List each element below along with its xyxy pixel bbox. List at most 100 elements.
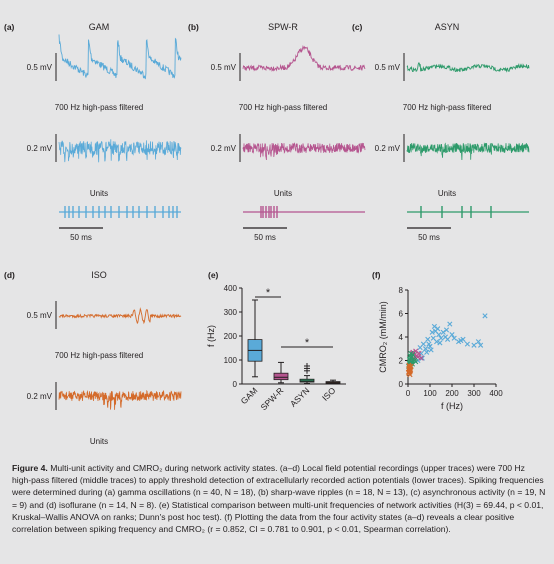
y-tick-label: 100	[224, 356, 238, 365]
y-tick-label: 300	[224, 308, 238, 317]
filtered-trace	[58, 139, 182, 163]
box	[273, 372, 289, 381]
lfp-trace	[58, 34, 182, 80]
category-label: SPW-R	[258, 385, 285, 412]
panel-title: ISO	[91, 270, 107, 280]
scatter-point	[423, 346, 429, 352]
filtered-trace	[406, 142, 530, 161]
sig-star-1: *	[266, 287, 271, 299]
box-spw-r: SPW-R	[258, 361, 289, 412]
filtered-trace	[58, 389, 182, 410]
y-tick-label: 8	[399, 286, 404, 295]
filtered-label: 700 Hz high-pass filtered	[239, 103, 328, 112]
panel-letter: (a)	[4, 22, 15, 32]
scale-label-mid: 0.2 mV	[211, 144, 237, 153]
y-tick-label: 2	[399, 357, 404, 366]
caption-lead: Figure 4.	[12, 463, 48, 473]
box-asyn: ASYN	[288, 363, 315, 409]
scatter-point	[471, 342, 477, 348]
x-tick-label: 100	[423, 389, 437, 398]
panel-letter: (b)	[188, 22, 199, 32]
scatter-point	[416, 350, 422, 357]
scatter-point	[447, 321, 453, 327]
filtered-label: 700 Hz high-pass filtered	[403, 103, 492, 112]
scatter-point	[464, 341, 470, 347]
scatter-point	[438, 335, 444, 341]
filtered-trace	[242, 142, 366, 161]
units-label: Units	[438, 189, 456, 198]
lfp-trace	[242, 45, 366, 73]
x-tick-label: 200	[445, 389, 459, 398]
scatter-point	[436, 332, 442, 338]
x-tick-label: 300	[467, 389, 481, 398]
y-axis-label: f (Hz)	[206, 325, 216, 347]
category-label: GAM	[239, 385, 260, 406]
panel-letter: (c)	[352, 22, 363, 32]
scatter-point	[406, 356, 413, 362]
panel-letter-f: (f)	[372, 270, 381, 280]
scatter-point	[478, 342, 484, 348]
scatter-point	[435, 326, 441, 332]
scatter-point	[407, 368, 414, 374]
filtered-label: 700 Hz high-pass filtered	[55, 103, 144, 112]
figure-caption: Figure 4. Multi-unit activity and CMRO₂ …	[12, 462, 546, 535]
scale-label-mid: 0.2 mV	[27, 392, 53, 401]
sig-star-2: *	[305, 337, 310, 349]
scatter-point	[429, 329, 435, 335]
units-label: Units	[90, 189, 108, 198]
scatter-point	[445, 336, 451, 342]
scatter-point	[413, 359, 419, 365]
figure-svg: (a) GAM 0.5 mV 700 Hz high-pass filtered 0.2…	[4, 22, 530, 490]
scale-label-top: 0.5 mV	[211, 63, 237, 72]
y-tick-label: 4	[399, 333, 404, 342]
category-label: ISO	[320, 385, 338, 403]
scatter-point	[406, 363, 412, 369]
scatter-point	[458, 337, 464, 344]
scatter-point	[424, 349, 430, 355]
lfp-trace	[406, 62, 530, 73]
panel-letter: (d)	[4, 270, 15, 280]
scatter-point	[482, 313, 488, 319]
scatter-point	[431, 323, 437, 330]
panel-title: GAM	[89, 22, 110, 32]
scatter-point	[418, 355, 424, 361]
scatter-point	[434, 339, 440, 345]
panel-title: ASYN	[435, 22, 460, 32]
scale-label-top: 0.5 mV	[375, 63, 401, 72]
scatter-f: (f) 0 2 4 6 8 0 100 200 300 400 f (Hz) CMRO₂ (mM/min…	[372, 270, 503, 411]
scale-label-mid: 0.2 mV	[375, 144, 401, 153]
scale-label-top: 0.5 mV	[27, 63, 53, 72]
y-tick-label: 400	[224, 284, 238, 293]
scatter-series-3	[405, 362, 414, 378]
panel-asyn: (c) ASYN 0.5 mV 700 Hz high-pass filtered 0.…	[352, 22, 530, 242]
scatter-point	[428, 347, 434, 353]
panel-iso: (d) ISO 0.5 mV 700 Hz high-pass filtered 0.2…	[4, 270, 182, 490]
scatter-point	[475, 339, 481, 345]
panel-letter-e: (e)	[208, 270, 219, 280]
x-axis-label: f (Hz)	[441, 401, 463, 411]
scatter-point	[437, 340, 443, 346]
lfp-trace	[58, 307, 182, 325]
time-scale-label: 50 ms	[254, 233, 276, 242]
y-axis-label: CMRO₂ (mM/min)	[378, 301, 388, 372]
time-scale-label: 50 ms	[418, 233, 440, 242]
filtered-label: 700 Hz high-pass filtered	[55, 351, 144, 360]
units-label: Units	[274, 189, 292, 198]
scale-label-top: 0.5 mV	[27, 311, 53, 320]
x-tick-label: 0	[406, 389, 411, 398]
panel-gam: (a) GAM 0.5 mV 700 Hz high-pass filtered 0.2…	[4, 22, 182, 242]
y-tick-label: 0	[399, 380, 404, 389]
y-tick-label: 6	[399, 310, 404, 319]
panel-title: SPW-R	[268, 22, 298, 32]
x-tick-label: 400	[489, 389, 503, 398]
scatter-point	[451, 335, 457, 341]
scatter-point	[426, 341, 432, 347]
scatter-point	[420, 341, 426, 347]
units-label: Units	[90, 437, 108, 446]
traces-layer: (a) GAM 0.5 mV 700 Hz high-pass filtered 0.2…	[4, 22, 530, 490]
panel-spw-r: (b) SPW-R 0.5 mV 700 Hz high-pass filtered 0…	[188, 22, 366, 242]
scale-label-mid: 0.2 mV	[27, 144, 53, 153]
scatter-point	[443, 327, 450, 333]
